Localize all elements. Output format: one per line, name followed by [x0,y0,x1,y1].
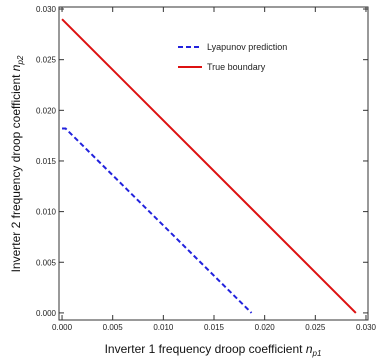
y-axis-label-text: Inverter 2 frequency droop coefficient [9,71,23,272]
x-tick-label: 0.020 [255,323,276,332]
x-tick-label: 0.030 [356,323,376,332]
x-tick-label: 0.025 [305,323,326,332]
y-tick-label: 0.000 [36,309,57,318]
x-tick-label: 0.010 [153,323,174,332]
x-axis-label-text: Inverter 1 frequency droop coefficient [105,342,306,356]
y-tick-label: 0.020 [36,106,57,115]
axis-ticks: 0.000 0.005 0.010 0.015 0.020 0.025 0.030 0.000… [36,5,376,332]
y-axis-label-sub: p2 [16,55,25,65]
x-tick-label: 0.000 [52,323,73,332]
y-tick-label: 0.005 [36,258,57,267]
y-tick-label: 0.030 [36,5,57,14]
x-tick-label: 0.015 [204,323,225,332]
plot-frame [58,6,369,321]
y-tick-label: 0.015 [36,157,57,166]
y-axis-label: Inverter 2 frequency droop coefficient n… [9,55,25,272]
y-tick-label: 0.025 [36,56,57,65]
series-layer [61,18,357,314]
series-line-1 [62,127,253,314]
legend-label-2: True boundary [207,62,266,72]
y-tick-label: 0.010 [36,208,57,217]
x-tick-label: 0.005 [103,323,124,332]
legend-label-1: Lyapunov prediction [207,42,287,52]
y-axis-label-var: n [9,64,23,71]
x-axis-label-sub: p1 [312,349,322,358]
series-line-2 [61,18,357,314]
x-axis-label: Inverter 1 frequency droop coefficient n… [105,342,322,358]
x-axis-label-var: n [306,342,313,356]
legend: Lyapunov prediction True boundary [178,42,287,72]
